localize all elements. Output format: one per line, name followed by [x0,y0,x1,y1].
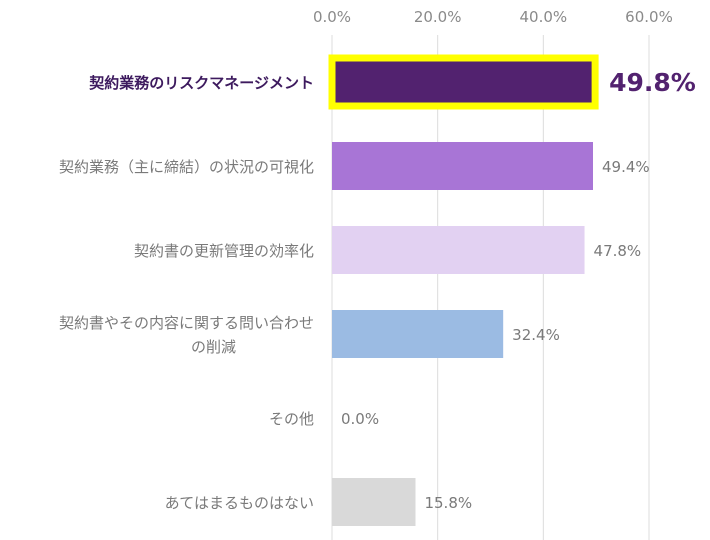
category-label: 契約書の更新管理の効率化 [134,242,314,260]
value-label: 15.8% [424,494,472,512]
x-tick-label: 0.0% [313,8,351,26]
bar [332,142,593,190]
value-label: 49.4% [602,158,650,176]
value-label: 32.4% [512,326,560,344]
bar [332,226,585,274]
x-tick-label: 60.0% [625,8,673,26]
category-label: あてはまるものはない [165,494,314,512]
value-label: 47.8% [594,242,642,260]
value-label: 0.0% [341,410,379,428]
bar-highlighted [328,54,599,110]
category-label: その他 [269,410,314,428]
category-label: 契約書やその内容に関する問い合わせ [59,314,314,332]
x-tick-label: 20.0% [414,8,462,26]
value-label: 49.8% [609,68,696,97]
category-label: 契約業務のリスクマネージメント [88,74,314,92]
bar [332,478,416,526]
x-tick-label: 40.0% [520,8,568,26]
category-label: 契約業務（主に締結）の状況の可視化 [59,158,314,176]
bar [332,310,504,358]
category-label: の削減 [191,338,236,356]
